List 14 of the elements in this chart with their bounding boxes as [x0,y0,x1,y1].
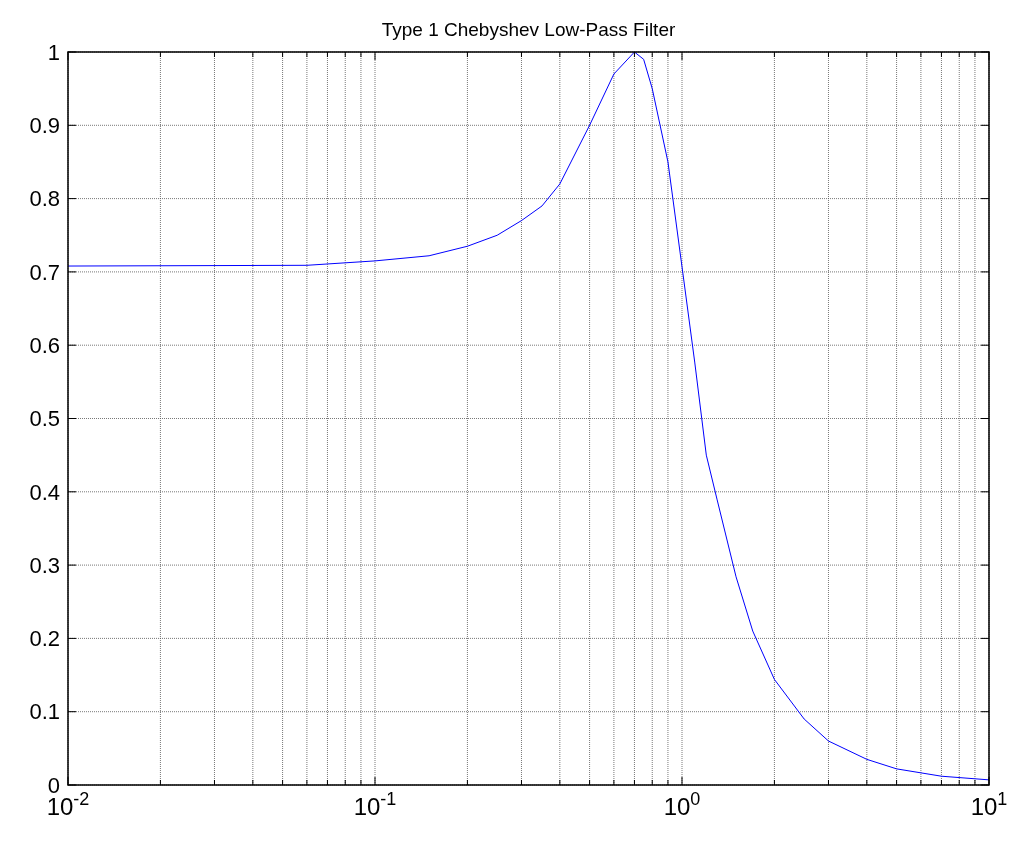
y-tick-label: 0.3 [29,552,60,578]
x-tick-label: 10$^{0}$ [663,789,701,820]
x-tick-label: 10$^{1}$ [970,789,1008,820]
y-tick-label: 0.6 [29,332,60,358]
y-tick-label: 0.5 [29,406,60,432]
y-tick-label: 0.4 [29,479,60,505]
chart-title: Type 1 Chebyshev Low-Pass Filter [381,19,676,40]
y-tick-label: 0.1 [29,699,60,725]
y-tick-label: 0.9 [29,113,60,138]
x-tick-label: 10$^{-1}$ [353,789,397,820]
y-tick-label: 1 [47,39,60,65]
y-tick-label: 0.7 [29,259,60,285]
y-tick-label: 0.2 [29,626,60,652]
y-tick-label: 0.8 [29,186,60,212]
